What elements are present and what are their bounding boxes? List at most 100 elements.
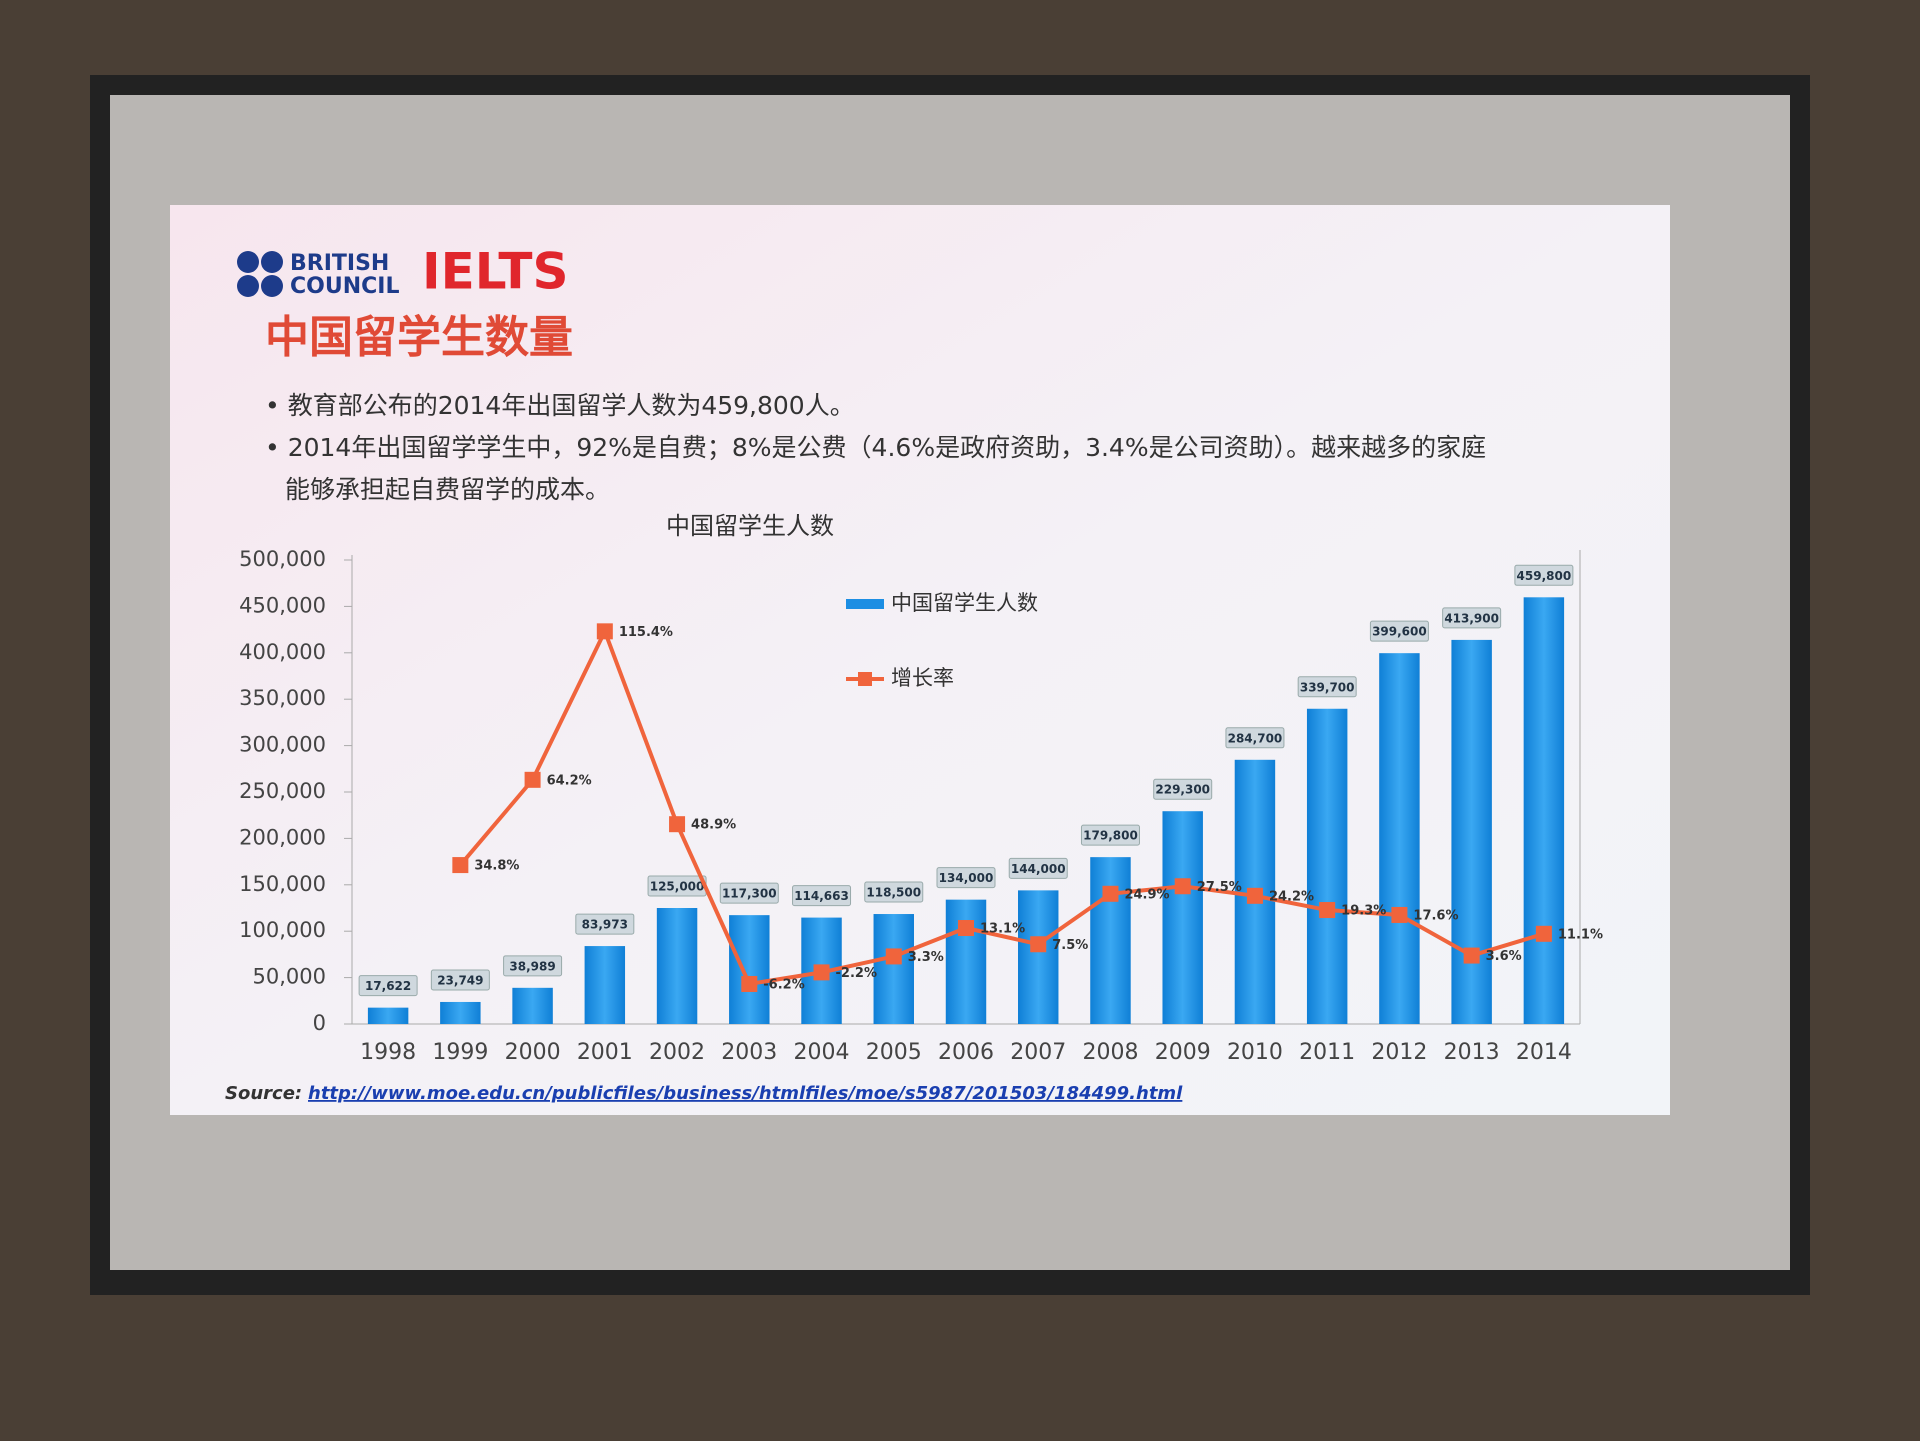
value-label-box xyxy=(1080,824,1140,846)
value-label: 118,500 xyxy=(866,886,921,900)
y-tick-label: 300,000 xyxy=(239,733,326,757)
value-label: 144,000 xyxy=(1011,862,1066,876)
bar xyxy=(1018,890,1059,1024)
value-label: 339,700 xyxy=(1300,680,1355,694)
line xyxy=(458,626,1545,987)
value-label: 24.9% xyxy=(1124,887,1169,902)
line-marker xyxy=(1319,902,1336,919)
x-tick-label: 2009 xyxy=(1155,1040,1211,1065)
line-marker xyxy=(813,964,830,981)
value-label: 117,300 xyxy=(722,887,777,901)
value-label: 17,622 xyxy=(365,979,411,993)
line-marker xyxy=(1391,906,1408,923)
x-tick-label: 2002 xyxy=(649,1040,705,1065)
source-label: Source: xyxy=(225,1083,302,1104)
logo-text: COUNCIL xyxy=(290,274,399,299)
line-marker xyxy=(1174,878,1191,895)
x-tick-label: 2010 xyxy=(1227,1040,1283,1065)
x-tick-label: 2003 xyxy=(721,1040,777,1065)
value-label-box xyxy=(936,867,996,889)
bar xyxy=(1523,597,1565,1024)
x-tick-label: 1998 xyxy=(360,1040,416,1065)
logo xyxy=(237,251,283,297)
line-marker xyxy=(1246,887,1263,904)
x-tick-label: 2001 xyxy=(577,1040,633,1065)
line-marker xyxy=(958,920,974,937)
value-label: 229,300 xyxy=(1155,783,1210,797)
line-marker xyxy=(596,623,613,640)
value-label: 115.4% xyxy=(619,625,673,640)
value-label-box xyxy=(1008,857,1068,879)
value-label: 83,973 xyxy=(582,918,628,932)
slide xyxy=(170,205,1670,1115)
x-tick-label: 2004 xyxy=(794,1040,850,1065)
value-label-box xyxy=(792,885,852,907)
value-label: 399,600 xyxy=(1372,625,1427,639)
x-tick-label: 2011 xyxy=(1299,1040,1355,1065)
value-label-box xyxy=(1442,607,1502,629)
bar xyxy=(367,1007,409,1024)
bar xyxy=(584,946,626,1024)
x-tick-label: 1999 xyxy=(432,1040,488,1065)
value-label: 24.2% xyxy=(1269,889,1314,904)
logo-text: BRITISH xyxy=(290,251,389,276)
x-tick-label: 2007 xyxy=(1010,1040,1066,1065)
value-label: 3.6% xyxy=(1486,949,1522,964)
x-tick-label: 2013 xyxy=(1444,1040,1500,1065)
x-tick-label: 2008 xyxy=(1082,1040,1138,1065)
value-label: 459,800 xyxy=(1517,569,1572,583)
y-tick-label: 450,000 xyxy=(239,593,326,617)
bullet-text: 2014年出国留学学生中，92%是自费；8%是公费（4.6%是政府资助，3.4%… xyxy=(285,433,1487,504)
value-label-box xyxy=(719,882,779,904)
value-label-box xyxy=(575,913,635,935)
value-label: 48.9% xyxy=(691,818,736,833)
value-label-box xyxy=(1225,727,1285,749)
line-marker xyxy=(1463,947,1480,964)
bullet-text: 教育部公布的2014年出国留学人数为459,800人。 xyxy=(287,391,855,420)
slide-title: 中国留学生数量 xyxy=(265,312,573,363)
y-tick-label: 250,000 xyxy=(239,779,326,803)
line-marker xyxy=(1535,925,1552,942)
bar xyxy=(512,987,553,1024)
x-tick-label: 2000 xyxy=(505,1040,561,1065)
line-marker xyxy=(741,975,758,992)
bullet: • 教育部公布的2014年出国留学人数为459,800人。 xyxy=(265,391,855,420)
legend-swatch xyxy=(858,672,872,686)
bullets: • 教育部公布的2014年出国留学人数为459,800人。 • 2014年出国留… xyxy=(265,385,1495,511)
x-tick-label: 2014 xyxy=(1516,1040,1572,1065)
y-tick-label: 200,000 xyxy=(239,825,326,849)
line-marker xyxy=(669,816,686,833)
value-label-box xyxy=(358,975,418,997)
value-label: 284,700 xyxy=(1228,731,1283,745)
value-label: 413,900 xyxy=(1444,611,1499,625)
bar xyxy=(656,908,698,1024)
value-label: 19.3% xyxy=(1341,904,1386,919)
bar xyxy=(1162,811,1203,1024)
y-tick-label: 500,000 xyxy=(239,547,326,571)
value-label: 23,749 xyxy=(437,973,483,987)
value-label-box xyxy=(503,955,563,977)
value-label: 27.5% xyxy=(1197,880,1242,895)
chart-title: 中国留学生人数 xyxy=(666,512,834,540)
value-label: 11.1% xyxy=(1558,927,1603,942)
bar xyxy=(1090,857,1131,1024)
value-label-box xyxy=(430,969,490,991)
bar xyxy=(945,899,987,1024)
value-label: 13.1% xyxy=(980,922,1025,937)
value-label: 3.3% xyxy=(908,950,944,965)
legend-label: 增长率 xyxy=(891,666,954,690)
value-label-box xyxy=(864,881,924,903)
value-label: 179,800 xyxy=(1083,829,1138,843)
line-marker xyxy=(1030,936,1047,953)
value-label: -6.2% xyxy=(763,977,804,992)
bar xyxy=(873,914,914,1024)
legend-label: 中国留学生人数 xyxy=(891,591,1038,615)
value-label: 64.2% xyxy=(547,773,592,788)
value-label-box xyxy=(1153,778,1213,800)
source-link[interactable]: http://www.moe.edu.cn/publicfiles/busine… xyxy=(308,1083,1183,1104)
value-label-box xyxy=(1514,564,1574,586)
value-label: 125,000 xyxy=(650,880,705,894)
bar xyxy=(729,915,770,1024)
